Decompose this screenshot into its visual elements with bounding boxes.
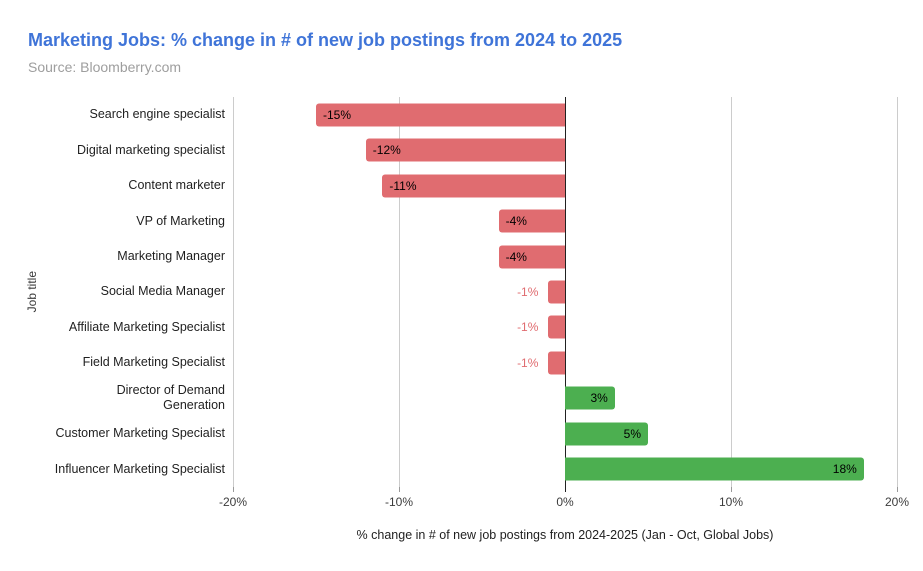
bar-director-of-demand-generation xyxy=(565,386,615,410)
bar-value-label: 5% xyxy=(623,426,641,441)
bar-row-digital-marketing-specialist: -12% xyxy=(233,132,897,167)
bar-row-customer-marketing-specialist: 5% xyxy=(233,416,897,451)
bar-value-label: 3% xyxy=(590,391,608,406)
bar-search-engine-specialist xyxy=(316,103,565,127)
x-tick-label: -10% xyxy=(384,495,414,509)
category-label-vp-of-marketing: VP of Marketing xyxy=(136,213,225,228)
bar-value-label: -1% xyxy=(517,284,539,299)
category-label-marketing-manager: Marketing Manager xyxy=(117,249,225,264)
category-label-field-marketing-specialist: Field Marketing Specialist xyxy=(82,355,225,370)
bar-row-marketing-manager: -4% xyxy=(233,239,897,274)
bar-customer-marketing-specialist xyxy=(565,422,648,446)
bar-digital-marketing-specialist xyxy=(365,138,565,162)
bar-row-influencer-marketing-specialist: 18% xyxy=(233,452,897,487)
bar-value-label: -15% xyxy=(323,107,352,122)
category-label-affiliate-marketing-specialist: Affiliate Marketing Specialist xyxy=(68,319,225,334)
x-tick-label: 10% xyxy=(718,495,744,509)
gridline xyxy=(233,97,234,487)
category-label-influencer-marketing-specialist: Influencer Marketing Specialist xyxy=(54,461,225,476)
bar-vp-of-marketing xyxy=(498,209,565,233)
x-axis-tick xyxy=(897,487,898,492)
x-axis-tick xyxy=(731,487,732,492)
bar-influencer-marketing-specialist xyxy=(565,457,864,481)
category-label-content-marketer: Content marketer xyxy=(128,178,225,193)
chart-source: Source: Bloomberry.com xyxy=(28,59,182,75)
category-label-search-engine-specialist: Search engine specialist xyxy=(89,107,226,122)
bar-value-label: -1% xyxy=(517,355,539,370)
category-label-digital-marketing-specialist: Digital marketing specialist xyxy=(77,142,225,157)
bar-value-label: -11% xyxy=(389,178,417,193)
bar-row-search-engine-specialist: -15% xyxy=(233,97,897,132)
category-label-social-media-manager: Social Media Manager xyxy=(100,284,225,299)
gridline xyxy=(399,97,400,487)
bar-value-label: -1% xyxy=(517,320,539,335)
x-axis-tick xyxy=(233,487,234,492)
bar-social-media-manager xyxy=(548,280,565,304)
bar-row-director-of-demand-generation: 3% xyxy=(233,381,897,416)
bar-row-content-marketer: -11% xyxy=(233,168,897,203)
x-tick-label: 20% xyxy=(884,495,910,509)
chart-title: Marketing Jobs: % change in # of new job… xyxy=(28,30,623,50)
gridline xyxy=(897,97,898,487)
zero-axis-line xyxy=(565,97,566,487)
bar-row-vp-of-marketing: -4% xyxy=(233,203,897,238)
bar-value-label: 18% xyxy=(832,462,857,477)
bar-marketing-manager xyxy=(498,245,565,269)
bar-affiliate-marketing-specialist xyxy=(548,315,565,339)
category-axis-labels: Search engine specialist Digital marketin… xyxy=(0,97,225,487)
bar-row-affiliate-marketing-specialist: -1% xyxy=(233,310,897,345)
x-tick-label: 0% xyxy=(556,495,574,509)
x-tick-label: -20% xyxy=(218,495,248,509)
plot-area: -15% -12% -11% -4% -4% -1% -1% -1% 3% 5% 18% xyxy=(233,97,898,492)
bar-field-marketing-specialist xyxy=(548,351,565,375)
x-axis-tick xyxy=(565,487,566,492)
bar-row-field-marketing-specialist: -1% xyxy=(233,345,897,380)
bar-value-label: -4% xyxy=(505,214,527,229)
bar-content-marketer xyxy=(382,174,565,198)
bar-value-label: -12% xyxy=(372,143,401,158)
x-axis-tick xyxy=(399,487,400,492)
bar-value-label: -4% xyxy=(505,249,527,264)
category-label-customer-marketing-specialist: Customer Marketing Specialist xyxy=(55,426,225,441)
bar-row-social-media-manager: -1% xyxy=(233,274,897,309)
x-axis-title: % change in # of new job postings from 2… xyxy=(356,528,774,542)
bar-rows: -15% -12% -11% -4% -4% -1% -1% -1% 3% 5% 18% xyxy=(233,97,897,487)
category-label-director-of-demand-generation: Director of Demand Generation xyxy=(116,383,225,413)
gridline xyxy=(731,97,732,487)
